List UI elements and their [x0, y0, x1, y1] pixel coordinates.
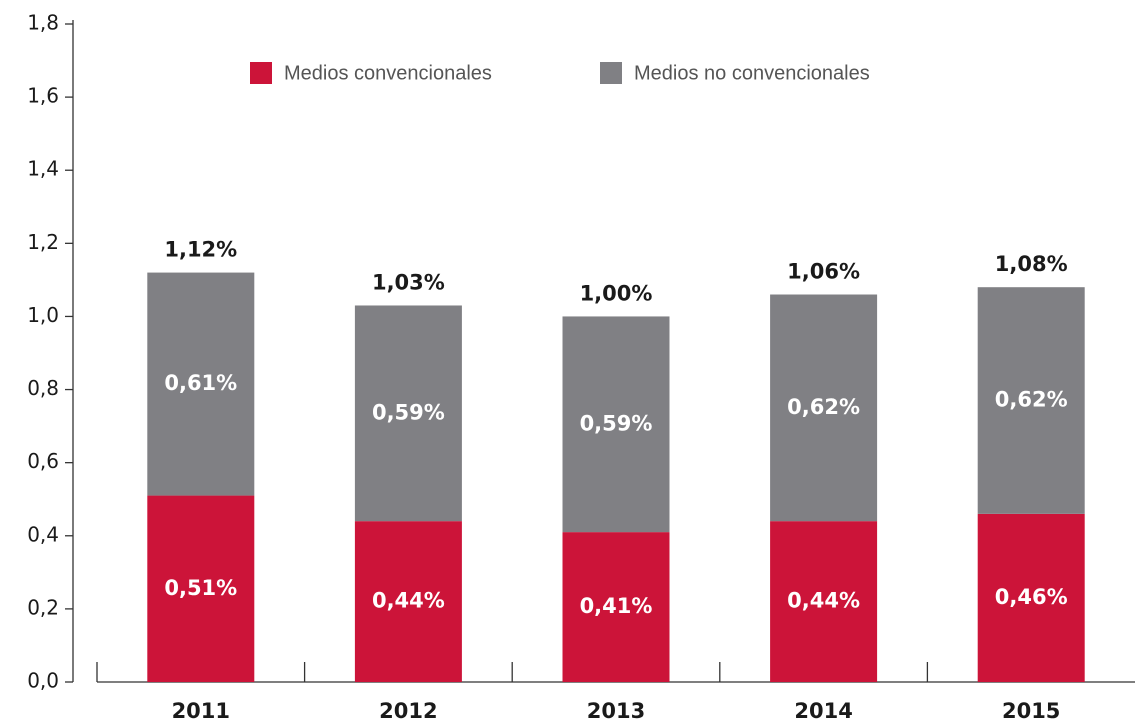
y-tick-label: 1,8 [27, 11, 59, 35]
y-tick-label: 1,2 [27, 230, 59, 254]
x-tick-label: 2015 [1002, 699, 1060, 723]
x-tick-label: 2012 [379, 699, 437, 723]
value-label: 0,44% [787, 589, 860, 613]
y-tick-label: 0,0 [27, 669, 59, 693]
bar-segment [562, 532, 670, 682]
bar-segment [354, 305, 462, 522]
total-label: 1,12% [164, 238, 237, 262]
bar-segment [562, 316, 670, 533]
value-label: 0,59% [372, 400, 445, 424]
legend-label: Medios convencionales [284, 62, 492, 84]
value-label: 0,44% [372, 589, 445, 613]
total-label: 1,00% [580, 281, 653, 305]
legend-swatch [250, 62, 272, 84]
bar-segment [770, 521, 878, 682]
y-tick-label: 0,4 [27, 522, 59, 546]
value-label: 0,41% [580, 594, 653, 618]
value-label: 0,51% [164, 576, 237, 600]
legend-label: Medios no convencionales [634, 62, 870, 84]
value-label: 0,62% [787, 395, 860, 419]
bar-segment [147, 495, 255, 682]
y-tick-label: 0,8 [27, 376, 59, 400]
x-tick-label: 2011 [172, 699, 230, 723]
bar-segment [977, 513, 1085, 682]
total-label: 1,06% [787, 260, 860, 284]
value-label: 0,46% [995, 585, 1068, 609]
bar-segment [770, 294, 878, 522]
value-label: 0,59% [580, 411, 653, 435]
y-tick-label: 0,6 [27, 449, 59, 473]
total-label: 1,03% [372, 270, 445, 294]
value-label: 0,61% [164, 371, 237, 395]
legend-swatch [600, 62, 622, 84]
x-tick-label: 2014 [794, 699, 852, 723]
value-label: 0,62% [995, 388, 1068, 412]
y-tick-label: 1,4 [27, 157, 59, 181]
y-tick-label: 0,2 [27, 595, 59, 619]
total-label: 1,08% [995, 252, 1068, 276]
y-tick-label: 1,0 [27, 303, 59, 327]
x-tick-label: 2013 [587, 699, 645, 723]
bar-segment [354, 521, 462, 682]
bar-segment [977, 287, 1085, 514]
bar-segment [147, 272, 255, 496]
y-tick-label: 1,6 [27, 84, 59, 108]
